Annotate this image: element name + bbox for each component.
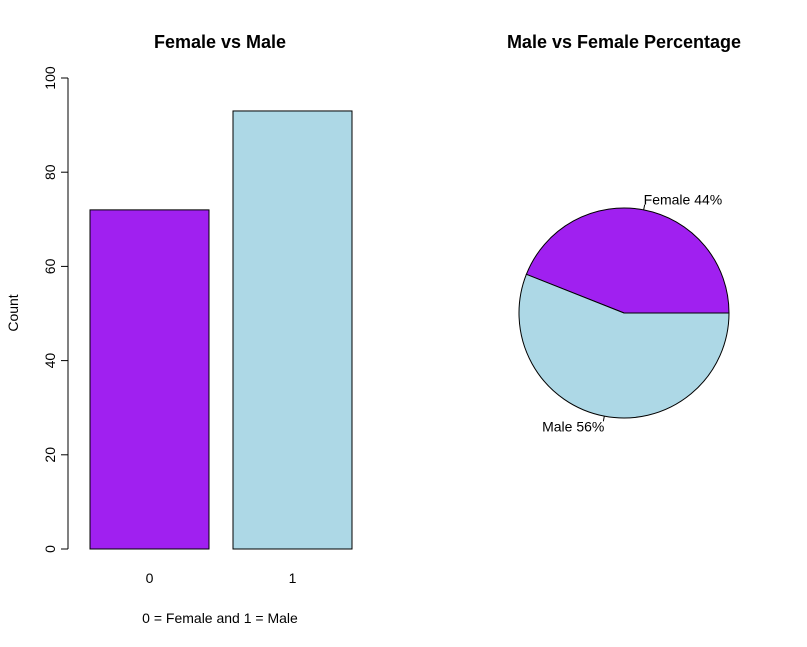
pie-label: Male 56% (542, 418, 604, 434)
pie-slice-1 (518, 273, 730, 419)
bar-y-tick-label: 60 (42, 258, 58, 274)
bar-y-axis-label: Count (5, 294, 21, 331)
pie-label-tick (602, 416, 605, 422)
pie-label-tick (643, 204, 646, 210)
bar-y-tick-label: 100 (42, 66, 58, 90)
pie-chart-panel: Male vs Female Percentage Female 44% Male… (507, 32, 741, 434)
bar-chart-title: Female vs Male (154, 32, 286, 52)
bar-x-axis-label: 0 = Female and 1 = Male (142, 610, 298, 626)
bar-y-tick-label: 0 (42, 545, 58, 553)
bar-y-tick-label: 80 (42, 164, 58, 180)
pie-slices (518, 207, 730, 419)
bar-x-tick-label: 0 (146, 570, 154, 586)
pie-label: Female 44% (644, 192, 723, 208)
bar-x-tick-label: 1 (289, 570, 297, 586)
bar-1 (232, 110, 353, 550)
bar-y-axis: 0 20 40 60 80 100 (42, 66, 69, 553)
bar-series (89, 110, 353, 550)
bar-y-tick-label: 40 (42, 353, 58, 369)
pie-labels: Female 44% Male 56% (542, 192, 722, 435)
pie-chart-title: Male vs Female Percentage (507, 32, 741, 52)
bar-y-tick-label: 20 (42, 447, 58, 463)
bar-0 (89, 209, 210, 550)
